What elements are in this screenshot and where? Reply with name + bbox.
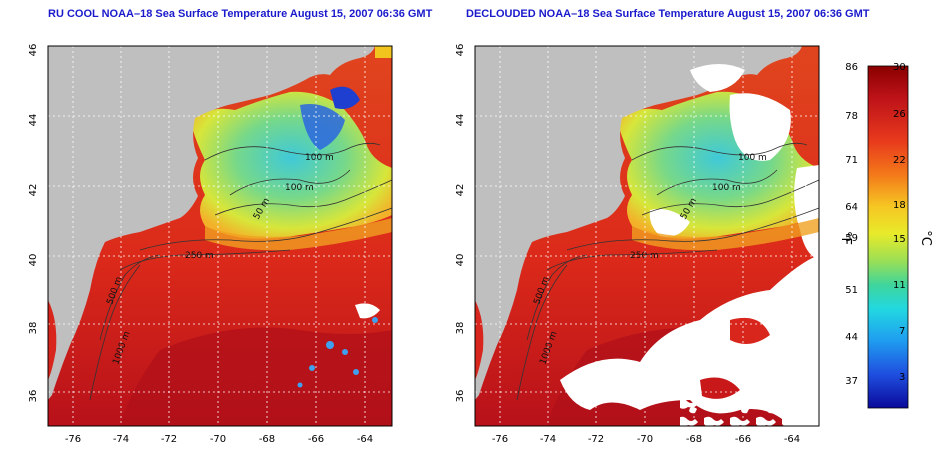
lat-tick-label: 36 [455, 390, 466, 403]
lon-tick-label: -68 [259, 434, 275, 445]
fahrenheit-tick-label: 86 [845, 62, 858, 73]
lon-tick-label: -74 [540, 434, 556, 445]
lat-tick-label: 38 [28, 322, 39, 335]
right-map-shelf-cloud [729, 93, 791, 161]
celsius-tick-label: 30 [893, 62, 906, 73]
fahrenheit-unit-label: °F [838, 231, 853, 245]
left-map-cold-core [300, 104, 345, 150]
right-map: 100 m 100 m 50 m 250 m 500 m 1000 m 36 3… [455, 44, 820, 445]
fahrenheit-tick-label: 64 [845, 202, 858, 213]
left-map-isobath-label: 100 m [305, 153, 334, 163]
lon-tick-label: -76 [492, 434, 508, 445]
fahrenheit-tick-label: 44 [845, 332, 858, 343]
lon-tick-label: -64 [357, 434, 373, 445]
fahrenheit-tick-label: 71 [845, 155, 858, 166]
right-map-isobaths [516, 142, 820, 401]
left-map-lat-axis: 36 38 40 42 44 46 [28, 44, 39, 403]
lon-tick-label: -64 [784, 434, 800, 445]
left-map-land [48, 46, 375, 400]
right-map-grid [475, 46, 819, 426]
celsius-tick-label: 7 [899, 326, 905, 337]
right-map-isobath-label: 100 m [712, 183, 741, 193]
fahrenheit-tick-label: 59 [845, 233, 858, 244]
fahrenheit-tick-label: 51 [845, 285, 858, 296]
celsius-tick-label: 3 [899, 372, 905, 383]
celsius-tick-label: 11 [893, 280, 906, 291]
left-map-isobaths [89, 142, 393, 401]
lon-tick-label: -68 [686, 434, 702, 445]
right-map-cloud-texture [680, 330, 819, 426]
lat-tick-label: 38 [455, 322, 466, 335]
lon-tick-label: -72 [161, 434, 177, 445]
colorbar-gradient [867, 65, 909, 409]
right-map-frame [474, 45, 820, 427]
lat-tick-label: 46 [455, 44, 466, 57]
right-map-land [475, 46, 802, 400]
fahrenheit-tick-label: 78 [845, 111, 858, 122]
lon-tick-label: -66 [308, 434, 324, 445]
right-map-warm-hole [730, 317, 770, 344]
celsius-tick-label: 26 [893, 109, 906, 120]
lon-tick-label: -72 [588, 434, 604, 445]
celsius-tick-label: 15 [893, 234, 906, 245]
lat-tick-label: 42 [455, 184, 466, 197]
left-map-title: RU COOL NOAA–18 Sea Surface Temperature … [48, 8, 433, 20]
right-map-lon-axis: -76 -74 -72 -70 -68 -66 -64 [492, 434, 800, 445]
right-map-front [632, 218, 819, 251]
right-map-isobath-label: 100 m [738, 153, 767, 163]
right-map-bay-cloud [690, 64, 745, 92]
right-map-warm-hole [700, 377, 740, 399]
lon-tick-label: -70 [637, 434, 653, 445]
lon-tick-label: -74 [113, 434, 129, 445]
lat-tick-label: 46 [28, 44, 39, 57]
lat-tick-label: 40 [28, 254, 39, 267]
lat-tick-label: 44 [455, 114, 466, 127]
lat-tick-label: 40 [455, 254, 466, 267]
celsius-unit-label: °C [918, 230, 933, 246]
left-map-grid [48, 46, 392, 426]
right-map-title: DECLOUDED NOAA–18 Sea Surface Temperatur… [466, 8, 870, 20]
right-map-isobath-label: 250 m [630, 251, 659, 261]
left-map: 100 m 100 m 50 m 250 m 500 m 1000 m 36 3… [28, 44, 393, 445]
lat-tick-label: 42 [28, 184, 39, 197]
fahrenheit-tick-label: 37 [845, 376, 858, 387]
temperature-colorbar: 86 78 71 64 59 51 44 37 30 26 22 18 15 1… [838, 62, 933, 409]
left-map-frame [47, 45, 393, 427]
lat-tick-label: 36 [28, 390, 39, 403]
lat-tick-label: 44 [28, 114, 39, 127]
left-map-front [205, 218, 392, 251]
right-map-shelf-cloud [649, 208, 690, 237]
left-map-cold-core-2 [330, 86, 360, 109]
left-map-cloud-patch [355, 303, 380, 319]
left-map-gulf-stream [120, 327, 392, 426]
fahrenheit-ticks: 86 78 71 64 59 51 44 37 [845, 62, 858, 387]
right-map-chesapeake [475, 300, 484, 380]
lon-tick-label: -70 [210, 434, 226, 445]
left-map-isobath-label: 100 m [285, 183, 314, 193]
left-map-corner-warm [375, 46, 392, 58]
lon-tick-label: -66 [735, 434, 751, 445]
celsius-ticks: 30 26 22 18 15 11 7 3 [893, 62, 906, 383]
left-map-cloud-speckles [297, 317, 378, 388]
left-map-lon-axis: -76 -74 -72 -70 -68 -66 -64 [65, 434, 373, 445]
celsius-tick-label: 18 [893, 200, 906, 211]
left-map-chesapeake [48, 300, 57, 380]
celsius-tick-label: 22 [893, 155, 906, 166]
right-map-lat-axis: 36 38 40 42 44 46 [455, 44, 466, 403]
lon-tick-label: -76 [65, 434, 81, 445]
